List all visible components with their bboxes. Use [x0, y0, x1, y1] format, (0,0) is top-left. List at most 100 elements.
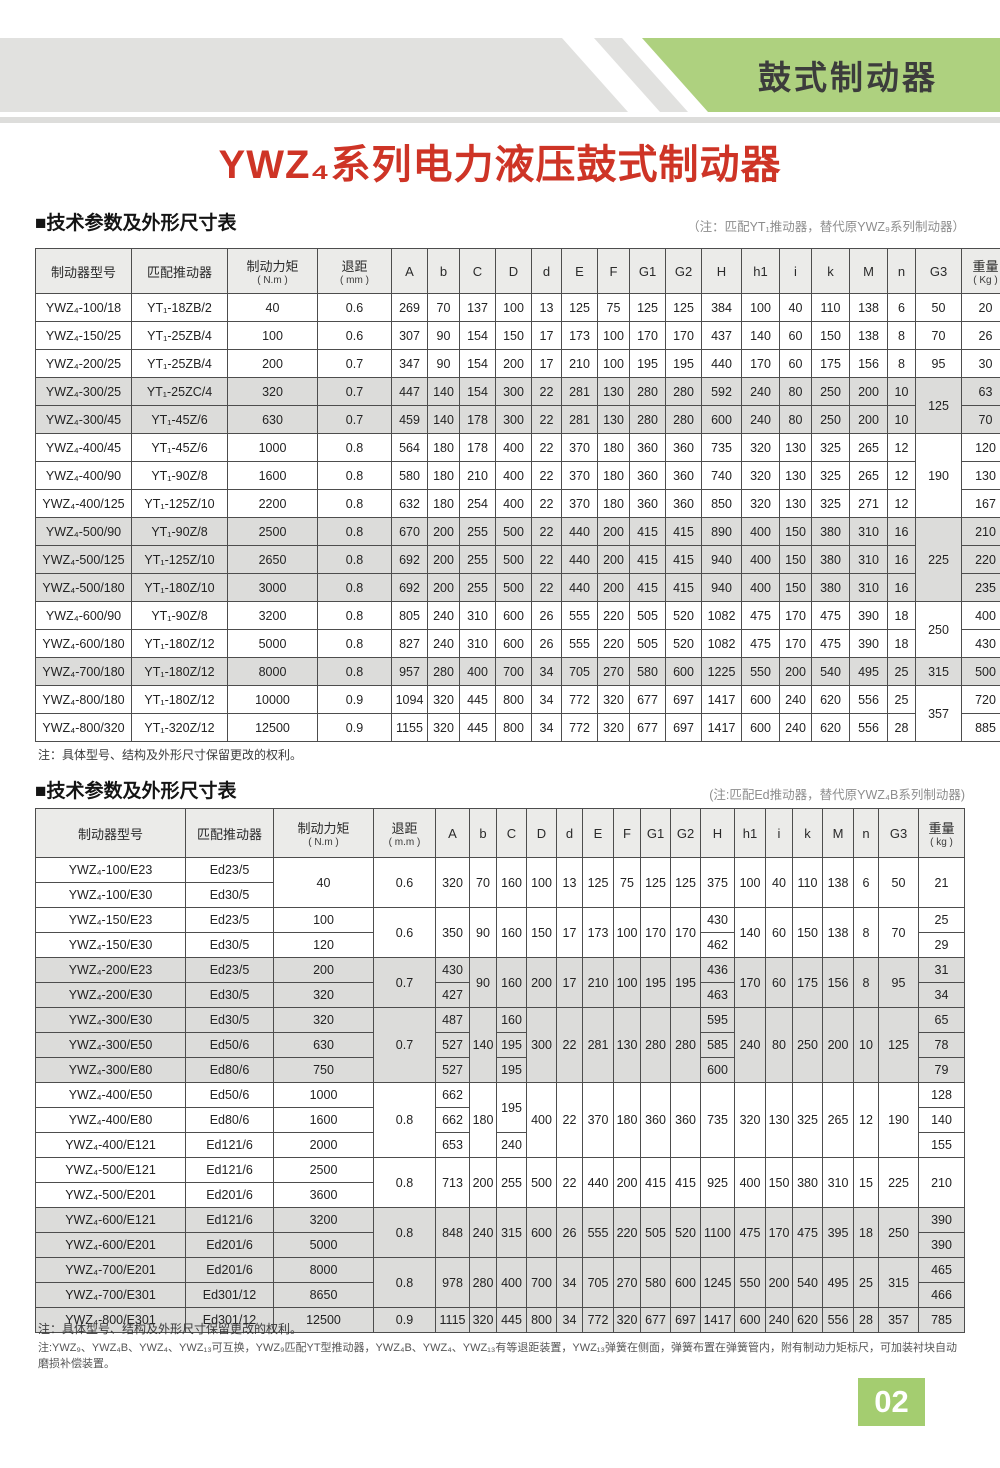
table-cell: 700: [526, 1257, 557, 1308]
table-cell: 677: [629, 685, 666, 714]
table-cell: 281: [561, 405, 598, 434]
table-cell: 6: [853, 857, 879, 908]
table-cell: 29: [918, 932, 965, 958]
table-cell: 255: [496, 1157, 527, 1208]
table-cell: 34: [556, 1307, 583, 1333]
table-cell: YWZ₄-400/125: [35, 489, 132, 518]
table-cell: 475: [811, 601, 850, 630]
table-cell: Ed23/5: [185, 907, 274, 933]
table-cell: 3600: [273, 1182, 374, 1208]
table-cell: 400: [496, 1257, 527, 1308]
table-row: YWZ₄-500/E121 Ed121/6 2500 0.8 713 200 255 500 2…: [35, 1157, 965, 1208]
table-cell: 400: [459, 657, 496, 686]
table-cell: 415: [665, 573, 702, 602]
table-cell: 1155: [391, 713, 428, 742]
table-cell: 445: [459, 685, 496, 714]
table-cell: 200: [765, 1257, 793, 1308]
table-cell: 0.7: [373, 1007, 436, 1083]
table-cell: 315: [496, 1207, 527, 1258]
table-cell: 527: [435, 1032, 470, 1058]
table-cell: 160: [496, 907, 527, 958]
table-cell: 30: [961, 349, 1000, 378]
table-cell: YWZ₄-300/E30: [35, 1007, 186, 1033]
table-cell: 527: [435, 1057, 470, 1083]
table-cell: 140: [741, 321, 780, 350]
table-cell: 430: [700, 907, 735, 933]
table-cell: 12: [887, 461, 916, 490]
table-cell: YWZ₄-200/25: [35, 349, 132, 378]
table-cell: 250: [811, 405, 850, 434]
table-cell: 940: [701, 545, 742, 574]
table-cell: 677: [640, 1307, 671, 1333]
table-cell: 600: [734, 1307, 766, 1333]
table-cell: 240: [427, 601, 460, 630]
table-cell: 90: [427, 349, 460, 378]
table-cell: 138: [822, 857, 854, 908]
table-cell: 320: [741, 461, 780, 490]
table-cell: 556: [849, 685, 888, 714]
table-cell: 26: [531, 601, 562, 630]
table-cell: 540: [811, 657, 850, 686]
table-cell: 0.7: [373, 957, 436, 1008]
table-cell: YWZ₄-200/E23: [35, 957, 186, 983]
table-cell: 320: [273, 1007, 374, 1033]
table-cell: 220: [613, 1207, 641, 1258]
banner-title: 鼓式制动器: [758, 59, 938, 96]
table-cell: 415: [665, 545, 702, 574]
table-cell: 95: [915, 349, 962, 378]
table-cell: 713: [435, 1157, 470, 1208]
table-cell: 180: [597, 461, 630, 490]
table-cell: Ed80/6: [185, 1107, 274, 1133]
table-cell: 0.8: [317, 433, 392, 462]
table-cell: 130: [613, 1007, 641, 1083]
table-cell: 505: [640, 1207, 671, 1258]
table-cell: 805: [391, 601, 428, 630]
table-cell: 125: [665, 293, 702, 322]
table-cell: 300: [495, 405, 532, 434]
table-cell: 195: [496, 1032, 527, 1058]
table-cell: YT₁-90Z/8: [131, 461, 228, 490]
table-cell: 750: [273, 1057, 374, 1083]
table-row: YWZ₄-100/18 YT₁-18ZB/2 40 0.6 269 70 137 100 13 1…: [35, 293, 1000, 322]
table-cell: 281: [582, 1007, 614, 1083]
table-cell: 592: [701, 377, 742, 406]
table-cell: YWZ₄-500/E121: [35, 1157, 186, 1183]
table-cell: 150: [526, 907, 557, 958]
table-cell: 360: [665, 461, 702, 490]
table-cell: 445: [459, 713, 496, 742]
table-cell: 375: [700, 857, 735, 908]
table-cell: 34: [918, 982, 965, 1008]
table-cell: 130: [779, 433, 812, 462]
column-header: 匹配推动器: [185, 808, 274, 858]
table-cell: 2650: [227, 545, 318, 574]
page-banner: 鼓式制动器: [0, 38, 1000, 112]
table-cell: 130: [779, 461, 812, 490]
table-cell: 360: [629, 461, 666, 490]
column-header: C: [496, 808, 527, 858]
table-cell: 28: [853, 1307, 879, 1333]
table-cell: 500: [495, 573, 532, 602]
table-cell: 415: [670, 1157, 701, 1208]
table-row: YWZ₄-600/180 YT₁-180Z/12 5000 0.8 827 240 310 6…: [35, 629, 1000, 658]
table-cell: 22: [556, 1082, 583, 1158]
table-cell: 200: [849, 377, 888, 406]
table-cell: 520: [670, 1207, 701, 1258]
table-cell: 0.8: [317, 629, 392, 658]
column-header: d: [531, 248, 562, 294]
table-cell: 150: [495, 321, 532, 350]
table-cell: 240: [779, 685, 812, 714]
table-cell: 487: [435, 1007, 470, 1033]
table-cell: 585: [700, 1032, 735, 1058]
table-cell: 280: [665, 405, 702, 434]
table-cell: 500: [961, 657, 1000, 686]
table-cell: 80: [765, 1007, 793, 1083]
table-cell: 0.6: [373, 907, 436, 958]
column-header: i: [765, 808, 793, 858]
table-cell: 200: [822, 1007, 854, 1083]
table-row: YWZ₄-700/180 YT₁-180Z/12 8000 0.8 957 280 400 7…: [35, 657, 1000, 686]
table-cell: 170: [629, 321, 666, 350]
table-cell: YWZ₄-200/E30: [35, 982, 186, 1008]
table-cell: Ed30/5: [185, 982, 274, 1008]
table-cell: 10000: [227, 685, 318, 714]
